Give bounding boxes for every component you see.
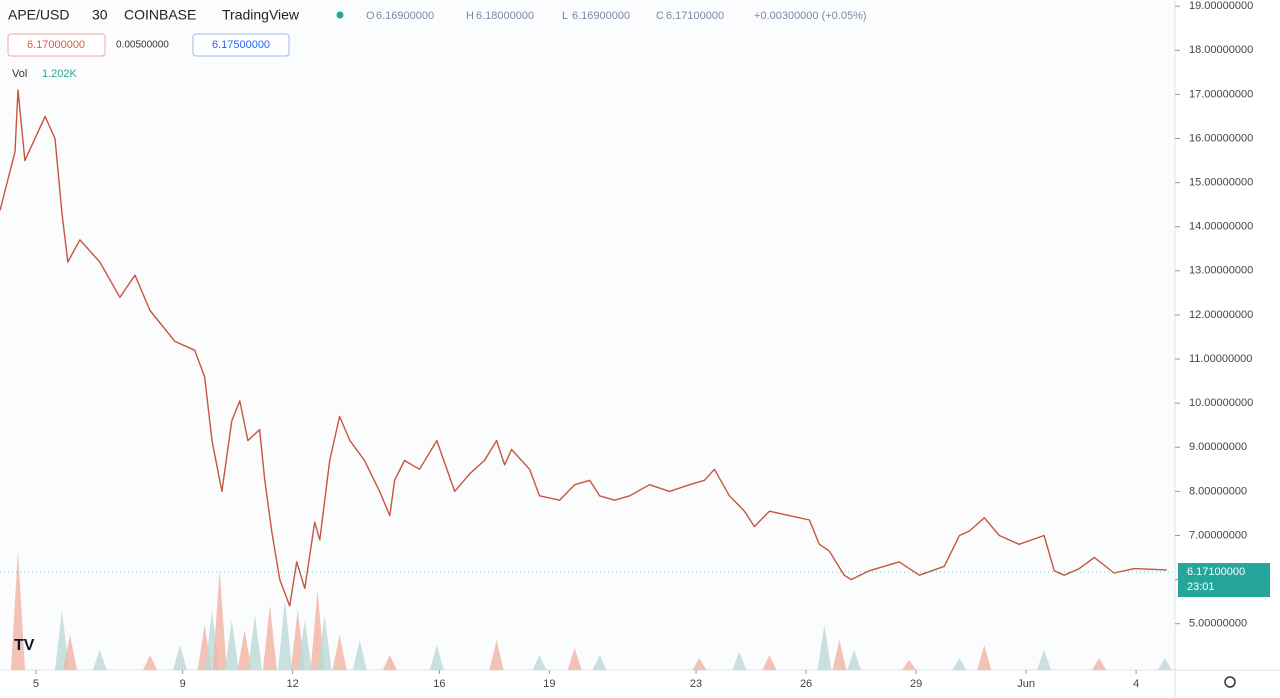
volume-spike — [952, 658, 967, 670]
volume-last: 1.202K — [42, 68, 78, 80]
volume-spike — [1157, 658, 1172, 670]
volume-spike — [212, 570, 227, 670]
x-tick-label: 12 — [287, 678, 299, 690]
volume-spike — [10, 550, 25, 670]
y-tick-label: 10.00000000 — [1189, 397, 1253, 409]
y-tick-label: 8.00000000 — [1189, 485, 1247, 497]
volume-spike — [352, 640, 367, 670]
volume-spike — [1092, 658, 1107, 670]
volume-spike — [317, 615, 332, 670]
plot — [0, 89, 1172, 670]
y-tick-label: 16.00000000 — [1189, 132, 1253, 144]
x-tick-label: 26 — [800, 678, 812, 690]
o-label: O — [366, 10, 375, 22]
spread: 0.00500000 — [116, 40, 169, 51]
c-label: C — [656, 10, 664, 22]
volume-spike — [297, 620, 312, 670]
symbol: APE/USD — [8, 7, 69, 23]
volume-spike — [1037, 650, 1052, 670]
y-tick-label: 15.00000000 — [1189, 177, 1253, 189]
x-tick-label: 5 — [33, 678, 39, 690]
ask-box[interactable] — [192, 33, 290, 57]
volume-spike — [429, 645, 444, 670]
y-tick-label: 13.00000000 — [1189, 265, 1253, 277]
settings-icon[interactable] — [1224, 676, 1236, 688]
volume-spike — [277, 600, 292, 670]
plot-area — [0, 0, 1175, 670]
y-tick-label: 7.00000000 — [1189, 529, 1247, 541]
volume-spike — [902, 660, 917, 670]
y-tick-label: 18.00000000 — [1189, 44, 1253, 56]
bid[interactable]: 6.17000000 — [27, 39, 85, 51]
source: TradingView — [222, 7, 300, 23]
price-line — [0, 89, 1167, 607]
volume-spike — [732, 652, 747, 670]
interval: 30 — [92, 7, 108, 23]
x-tick-label: 19 — [543, 678, 555, 690]
x-tick-label: 16 — [433, 678, 445, 690]
l-label: L — [562, 10, 568, 22]
volume-spike — [332, 635, 347, 670]
volume-spike — [817, 625, 832, 670]
volume-spike — [532, 655, 547, 670]
change: +0.00300000 (+0.05%) — [754, 10, 867, 22]
y-tick-label: 12.00000000 — [1189, 309, 1253, 321]
logo: TV — [14, 637, 35, 654]
last-price-box — [1178, 563, 1270, 598]
x-tick-label: 29 — [910, 678, 922, 690]
x-tick-label: Jun — [1017, 678, 1035, 690]
volume-spike — [262, 605, 277, 670]
last-price-label: 6.17100000 — [1187, 566, 1245, 578]
exchange: COINBASE — [124, 7, 196, 23]
volume-spike — [382, 655, 397, 670]
bid-box[interactable] — [7, 33, 106, 57]
volume-spike — [489, 640, 504, 670]
countdown: 23:01 — [1187, 581, 1215, 593]
volume-spike — [847, 650, 862, 670]
x-tick-label: 23 — [690, 678, 702, 690]
close: 6.17100000 — [666, 10, 724, 22]
y-tick-label: 11.00000000 — [1189, 353, 1252, 365]
y-tick-label: 17.00000000 — [1189, 88, 1253, 100]
volume-spike — [692, 658, 707, 670]
volume-spike — [173, 645, 188, 670]
open: 6.16900000 — [376, 10, 434, 22]
volume-spike — [142, 655, 157, 670]
volume-spike — [977, 645, 992, 670]
x-tick-label: 4 — [1133, 678, 1139, 690]
volume-spike — [247, 615, 262, 670]
volume-spike — [762, 655, 777, 670]
volume-spike — [92, 650, 107, 670]
y-tick-label: 9.00000000 — [1189, 441, 1247, 453]
y-tick-label: 5.00000000 — [1189, 618, 1247, 630]
volume-spike — [592, 655, 607, 670]
volume-spike — [63, 635, 78, 670]
low: 6.16900000 — [572, 10, 630, 22]
y-tick-label: 14.00000000 — [1189, 221, 1253, 233]
h-label: H — [466, 10, 474, 22]
volume-spike — [224, 620, 239, 670]
ask[interactable]: 6.17500000 — [212, 39, 270, 51]
high: 6.18000000 — [476, 10, 534, 22]
y-tick-label: 19.00000000 — [1189, 0, 1253, 12]
volume-spike — [567, 648, 582, 670]
tv-logo: TV — [14, 637, 35, 654]
volume-title: Vol — [12, 68, 27, 80]
volume-spike — [54, 610, 69, 670]
header: APE/USD 30 COINBASE TradingView O 6.1690… — [7, 7, 867, 80]
volume-spike — [237, 630, 252, 670]
volume-spike — [832, 640, 847, 670]
x-tick-label: 9 — [180, 678, 186, 690]
status-dot — [336, 11, 344, 19]
